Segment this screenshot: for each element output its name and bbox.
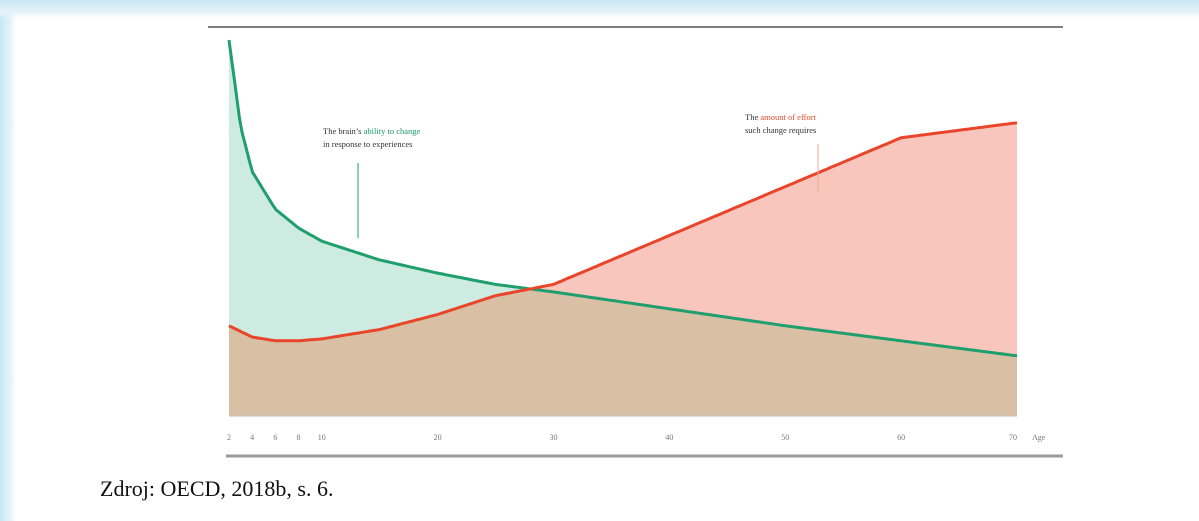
ability-line bbox=[227, 39, 1018, 358]
x-tick-label: 2 bbox=[227, 433, 231, 442]
effort-annotation-plain-1: The bbox=[745, 112, 760, 122]
overlap-area bbox=[229, 289, 1017, 416]
effort-annotation-line-2: such change requires bbox=[745, 125, 816, 135]
x-tick-label: 40 bbox=[665, 433, 673, 442]
x-tick-label: 6 bbox=[273, 433, 277, 442]
x-tick-label: 70 bbox=[1009, 433, 1017, 442]
x-tick-label: 30 bbox=[549, 433, 557, 442]
effort-annotation-line-1: The amount of effort bbox=[745, 112, 817, 122]
ability-annotation-line-2: in response to experiences bbox=[323, 139, 412, 149]
x-tick-label: 4 bbox=[250, 433, 254, 442]
plot-area bbox=[227, 39, 1018, 416]
effort-annotation-plain-2: such change requires bbox=[745, 125, 816, 135]
ability-annotation: The brain’s ability to change in respons… bbox=[323, 126, 420, 149]
x-tick-label: 60 bbox=[897, 433, 905, 442]
x-tick-label: 50 bbox=[781, 433, 789, 442]
effort-annotation: The amount of effort such change require… bbox=[745, 112, 817, 135]
ability-annotation-plain-1: The brain’s bbox=[323, 126, 364, 136]
ability-annotation-line-1: The brain’s ability to change bbox=[323, 126, 420, 136]
slide-top-border bbox=[0, 0, 1199, 18]
x-tick-label: 10 bbox=[318, 433, 326, 442]
effort-annotation-highlight: amount of effort bbox=[760, 112, 816, 122]
slide-left-border bbox=[0, 0, 16, 521]
x-axis: 2 4 6 8 10 20 30 40 50 60 70 bbox=[227, 415, 1017, 442]
ability-annotation-highlight: ability to change bbox=[364, 126, 421, 136]
x-tick-label: 20 bbox=[434, 433, 442, 442]
ability-annotation-plain-2: in response to experiences bbox=[323, 139, 412, 149]
x-axis-title: Age bbox=[1032, 433, 1046, 442]
x-tick-label: 8 bbox=[297, 433, 301, 442]
source-caption: Zdroj: OECD, 2018b, s. 6. bbox=[100, 476, 334, 501]
effort-line bbox=[228, 121, 1018, 343]
